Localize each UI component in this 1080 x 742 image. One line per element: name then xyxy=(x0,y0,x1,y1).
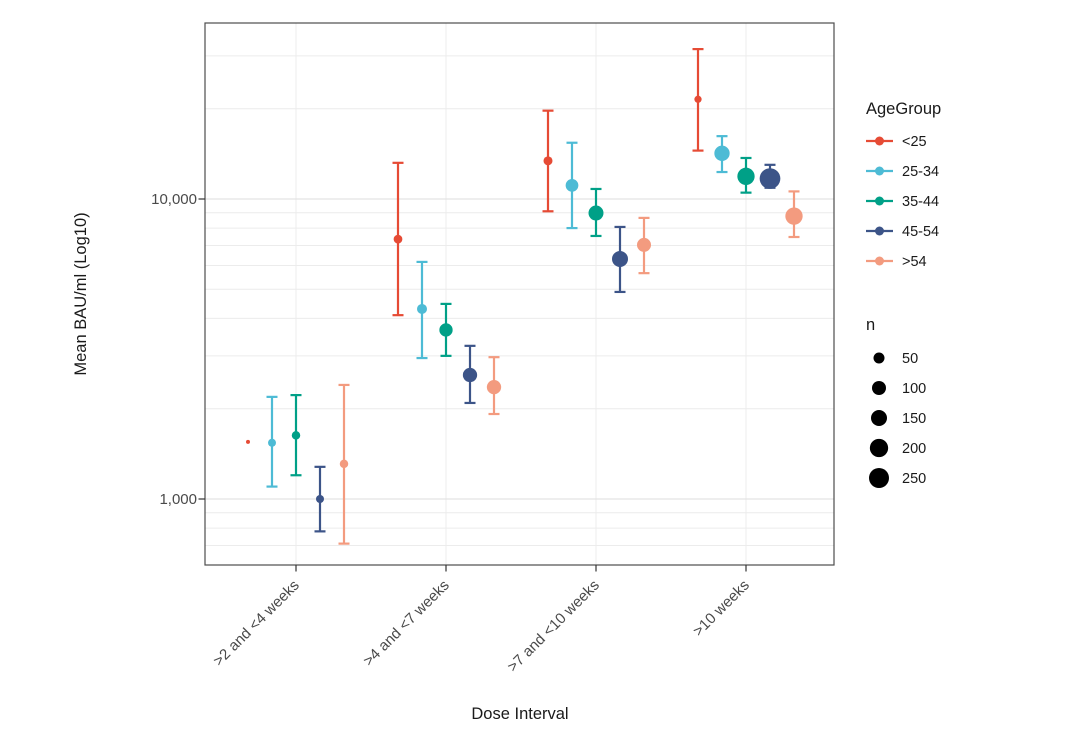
point-35-44-0 xyxy=(291,431,301,440)
point-45-54-0 xyxy=(316,495,324,503)
y-tick-labels: 1,000 10,000 xyxy=(151,191,197,508)
legend-items: <25 25-34 35-44 45-54 >54 50 100 150 200 250 xyxy=(866,134,939,488)
point-45-54-3 xyxy=(759,168,781,189)
point-45-54-2 xyxy=(612,250,628,267)
panel-background xyxy=(205,23,834,565)
point-<25-1 xyxy=(393,234,403,244)
legend-n-key-dot-200 xyxy=(869,438,889,458)
legend-age-key-dot-25-34 xyxy=(875,166,884,176)
point-25-34-1 xyxy=(417,303,427,314)
point-<25-0 xyxy=(246,439,250,444)
legend-age-key-dot->54 xyxy=(875,256,884,266)
legend-n-label-50: 50 xyxy=(902,351,918,367)
legend-age-label-<25: <25 xyxy=(902,134,927,150)
legend-agegroup-title: AgeGroup xyxy=(866,100,941,118)
legend-n-label-100: 100 xyxy=(902,381,926,397)
legend-age-label-45-54: 45-54 xyxy=(902,224,939,240)
x-tick-label-0: >2 and <4 weeks xyxy=(210,577,303,670)
legend: AgeGroup n <25 25-34 35-44 45-54 >54 50 100 150… xyxy=(866,100,941,488)
legend-n-key-dot-100 xyxy=(872,381,886,395)
point-25-34-2 xyxy=(565,179,579,192)
point-35-44-1 xyxy=(439,323,453,337)
gridlines xyxy=(205,23,834,565)
legend-n-label-150: 150 xyxy=(902,411,926,427)
y-tick-label-1: 10,000 xyxy=(151,191,197,208)
x-axis-title: Dose Interval xyxy=(471,705,568,723)
x-tick-label-2: >7 and <10 weeks xyxy=(504,577,603,676)
legend-age-key-dot-45-54 xyxy=(875,226,884,236)
point-25-34-3 xyxy=(714,145,730,161)
y-tick-label-0: 1,000 xyxy=(159,491,197,508)
point-35-44-3 xyxy=(737,167,755,185)
data-marks xyxy=(246,47,803,545)
x-tick-label-3: >10 weeks xyxy=(690,577,753,640)
axis-ticks xyxy=(198,198,747,572)
point->54-0 xyxy=(339,459,349,469)
legend-n-label-200: 200 xyxy=(902,441,926,457)
legend-age-label-35-44: 35-44 xyxy=(902,194,939,210)
legend-age-key-dot-35-44 xyxy=(875,196,884,206)
legend-n-key-dot-150 xyxy=(871,410,887,426)
x-tick-labels: >2 and <4 weeks >4 and <7 weeks >7 and <10… xyxy=(210,577,753,676)
legend-n-title: n xyxy=(866,316,875,334)
legend-age-label-25-34: 25-34 xyxy=(902,164,939,180)
point-35-44-2 xyxy=(588,205,604,221)
point-25-34-0 xyxy=(268,438,276,447)
legend-n-label-250: 250 xyxy=(902,471,926,487)
legend-n-key-dot-50 xyxy=(873,352,885,364)
x-tick-label-1: >4 and <7 weeks xyxy=(360,577,453,670)
y-axis-title: Mean BAU/ml (Log10) xyxy=(72,212,90,375)
point-<25-2 xyxy=(543,156,553,166)
point-<25-3 xyxy=(694,95,702,103)
legend-n-key-dot-250 xyxy=(869,468,889,488)
point->54-2 xyxy=(637,237,651,252)
legend-age-label->54: >54 xyxy=(902,254,927,270)
legend-age-key-dot-<25 xyxy=(875,136,884,146)
panel-border xyxy=(204,22,835,566)
point->54-1 xyxy=(486,379,502,395)
point-45-54-1 xyxy=(462,367,478,383)
point->54-3 xyxy=(785,207,803,225)
